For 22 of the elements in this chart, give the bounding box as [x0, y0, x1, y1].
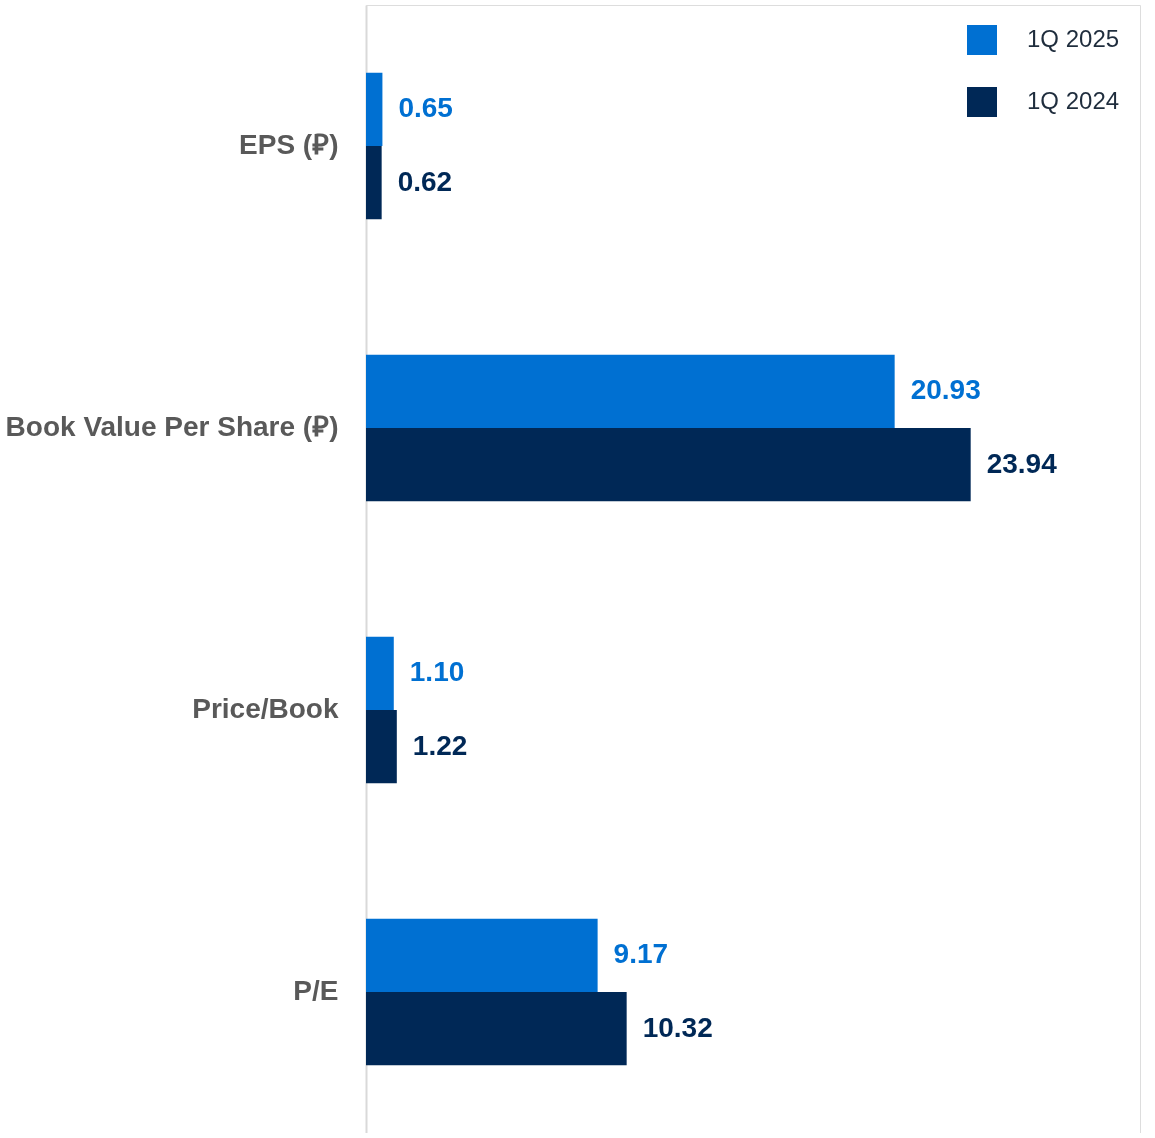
- y-tick-label: EPS (⃁): [239, 129, 339, 160]
- legend-label: 1Q 2025: [1027, 25, 1120, 52]
- legend-label: 1Q 2024: [1027, 87, 1120, 114]
- data-label: 9.17: [613, 938, 669, 970]
- bar: [366, 354, 895, 428]
- y-tick-label: Book Value Per Share (⃁): [5, 411, 339, 442]
- bar: [366, 710, 397, 784]
- data-label: 0.65: [398, 92, 453, 124]
- bar: [366, 146, 382, 220]
- bar: [366, 636, 394, 710]
- bar: [366, 428, 971, 502]
- y-tick-label: Price/Book: [192, 693, 339, 724]
- bar: [366, 72, 383, 146]
- bar: [366, 992, 627, 1066]
- data-label: 23.94: [986, 447, 1058, 479]
- y-tick-label: P/E: [293, 975, 339, 1006]
- data-label: 10.32: [642, 1011, 713, 1043]
- data-label: 20.93: [910, 374, 981, 406]
- data-label: 0.62: [397, 165, 453, 197]
- data-label: 1.10: [409, 656, 465, 688]
- bar: [366, 918, 598, 992]
- data-label: 1.22: [412, 729, 468, 761]
